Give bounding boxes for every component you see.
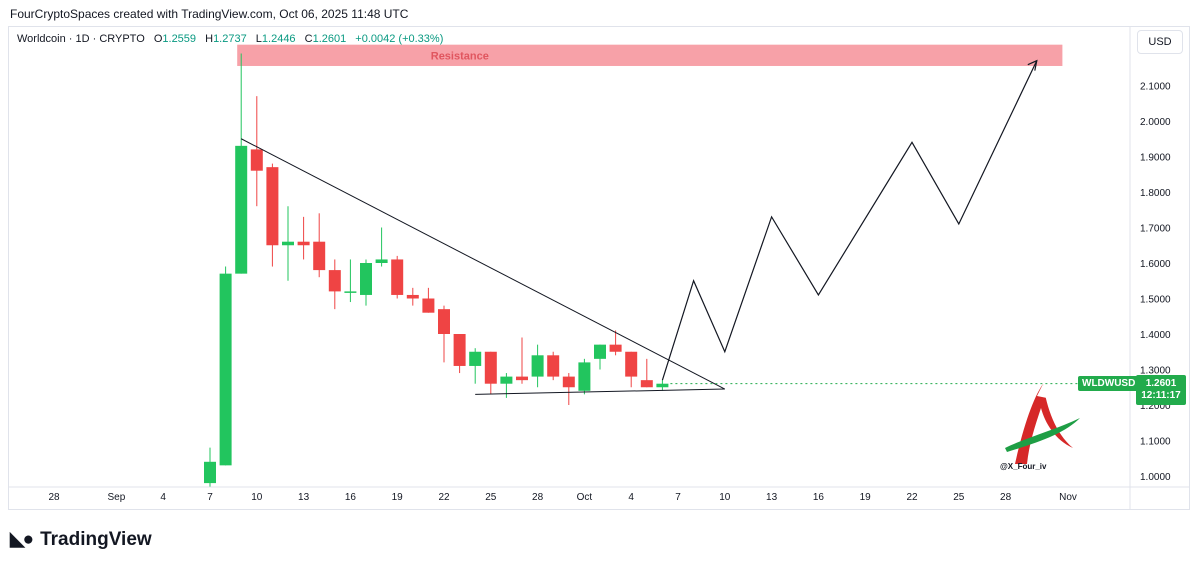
- resistance-label: Resistance: [431, 50, 489, 62]
- x-tick-label: Oct: [577, 492, 593, 503]
- bar-countdown: 12:11:17: [1141, 390, 1181, 401]
- candle-body[interactable]: [219, 273, 232, 466]
- candle-body[interactable]: [266, 167, 279, 246]
- author-logo: [1005, 384, 1080, 464]
- symbol-tag: WLDWUSD: [1078, 376, 1140, 391]
- chart-frame: [8, 26, 1190, 510]
- y-tick-label: 2.1000: [1140, 82, 1171, 93]
- candle-body[interactable]: [500, 376, 513, 384]
- candle-body[interactable]: [609, 344, 622, 352]
- x-tick-label: 4: [160, 492, 166, 503]
- x-tick-label: 19: [392, 492, 404, 503]
- projection-path[interactable]: [661, 60, 1038, 381]
- x-tick-label: 28: [532, 492, 544, 503]
- x-tick-label: 16: [345, 492, 357, 503]
- x-tick-label: 4: [628, 492, 634, 503]
- candle-body[interactable]: [453, 334, 466, 366]
- last-price-tag: 1.2601 12:11:17: [1136, 375, 1186, 405]
- candle-body[interactable]: [547, 355, 560, 377]
- candle-body[interactable]: [656, 383, 669, 388]
- high-value: 1.2737: [213, 33, 247, 45]
- candle-body[interactable]: [297, 241, 310, 246]
- candle-body[interactable]: [640, 380, 653, 388]
- projection-arrowhead: [1027, 59, 1038, 71]
- candle-body[interactable]: [562, 376, 575, 388]
- x-tick-label: 22: [906, 492, 918, 503]
- candle-body[interactable]: [594, 344, 606, 359]
- y-tick-label: 1.0000: [1140, 472, 1171, 483]
- last-price: 1.2601: [1145, 378, 1177, 389]
- x-tick-label: 13: [298, 492, 310, 503]
- y-tick-label: 1.7000: [1140, 224, 1171, 235]
- candle-body[interactable]: [484, 351, 497, 384]
- symbol-description: Worldcoin · 1D · CRYPTO: [17, 33, 145, 45]
- candle-body[interactable]: [391, 259, 404, 295]
- open-label: O: [153, 33, 163, 45]
- candle-body[interactable]: [360, 263, 372, 295]
- y-tick-label: 1.3000: [1140, 366, 1171, 377]
- candle-body[interactable]: [375, 259, 388, 263]
- y-tick-label: 1.2000: [1140, 401, 1171, 412]
- y-tick-label: 1.6000: [1140, 259, 1171, 270]
- candle-body[interactable]: [422, 298, 435, 313]
- candle-body[interactable]: [235, 145, 248, 274]
- y-tick-label: 1.4000: [1140, 330, 1171, 341]
- y-tick-label: 1.5000: [1140, 295, 1171, 306]
- close-value: 1.2601: [312, 33, 347, 45]
- x-tick-label: 28: [1000, 492, 1012, 503]
- candle-body[interactable]: [531, 355, 544, 377]
- change-value: +0.0042 (+0.33%): [355, 33, 444, 45]
- candle-body[interactable]: [328, 270, 341, 292]
- ohlc-legend: Worldcoin · 1D · CRYPTO O1.2559 H1.2737 …: [17, 33, 443, 45]
- x-tick-label: 7: [207, 492, 213, 503]
- tradingview-logo: ◣● TradingView: [10, 528, 152, 551]
- descending-trendline[interactable]: [240, 138, 726, 390]
- resistance-zone: [237, 44, 1063, 66]
- candle-body[interactable]: [282, 241, 294, 246]
- x-tick-label: 19: [860, 492, 872, 503]
- x-tick-label: Sep: [108, 492, 126, 503]
- open-value: 1.2559: [162, 33, 197, 45]
- tradingview-brand-text: TradingView: [40, 528, 152, 550]
- x-tick-label: 10: [719, 492, 731, 503]
- x-tick-label: 13: [766, 492, 778, 503]
- x-tick-label: 25: [953, 492, 965, 503]
- x-tick-label: 16: [813, 492, 825, 503]
- high-label: H: [205, 33, 214, 45]
- x-tick-label: 28: [48, 492, 60, 503]
- y-tick-label: 1.9000: [1140, 153, 1171, 164]
- low-label: L: [255, 33, 262, 45]
- candle-body[interactable]: [313, 241, 326, 271]
- author-handle: @X_Four_iv: [1000, 462, 1047, 471]
- tradingview-mark-icon: ◣●: [10, 529, 34, 550]
- low-value: 1.2446: [261, 33, 296, 45]
- y-tick-label: 1.8000: [1140, 188, 1171, 199]
- x-tick-label: 7: [675, 492, 681, 503]
- candle-body[interactable]: [578, 362, 591, 391]
- candle-body[interactable]: [516, 376, 528, 381]
- x-tick-label: 22: [438, 492, 450, 503]
- close-label: C: [304, 33, 313, 45]
- currency-button[interactable]: USD: [1137, 30, 1183, 54]
- support-line[interactable]: [475, 388, 725, 395]
- x-tick-label: Nov: [1059, 492, 1077, 503]
- candle-body[interactable]: [204, 461, 216, 484]
- y-tick-label: 2.0000: [1140, 117, 1171, 128]
- candle-body[interactable]: [438, 309, 450, 334]
- candle-body[interactable]: [469, 351, 482, 366]
- x-tick-label: 10: [251, 492, 263, 503]
- chart-attribution: FourCryptoSpaces created with TradingVie…: [10, 7, 409, 21]
- x-tick-label: 25: [485, 492, 497, 503]
- candle-body[interactable]: [250, 149, 263, 171]
- y-tick-label: 1.1000: [1140, 437, 1171, 448]
- candle-body[interactable]: [344, 291, 357, 293]
- candle-body[interactable]: [625, 351, 638, 377]
- candle-body[interactable]: [406, 294, 419, 299]
